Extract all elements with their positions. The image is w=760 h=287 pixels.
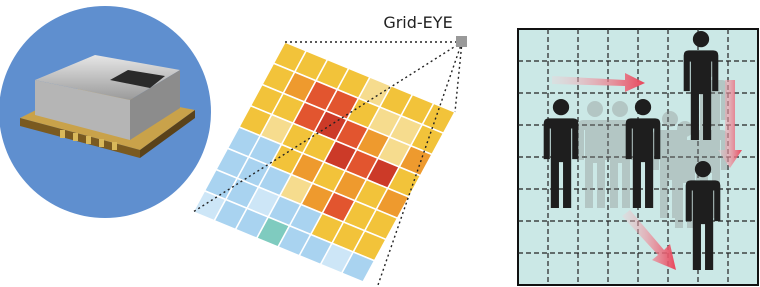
heat-grid (193, 42, 455, 282)
sensor-dot (456, 36, 467, 47)
sensor-photo (0, 6, 211, 218)
sensor-label: Grid-EYE (383, 13, 452, 32)
tracking-panel (518, 29, 758, 285)
illustration: Grid-EYE (0, 0, 760, 287)
